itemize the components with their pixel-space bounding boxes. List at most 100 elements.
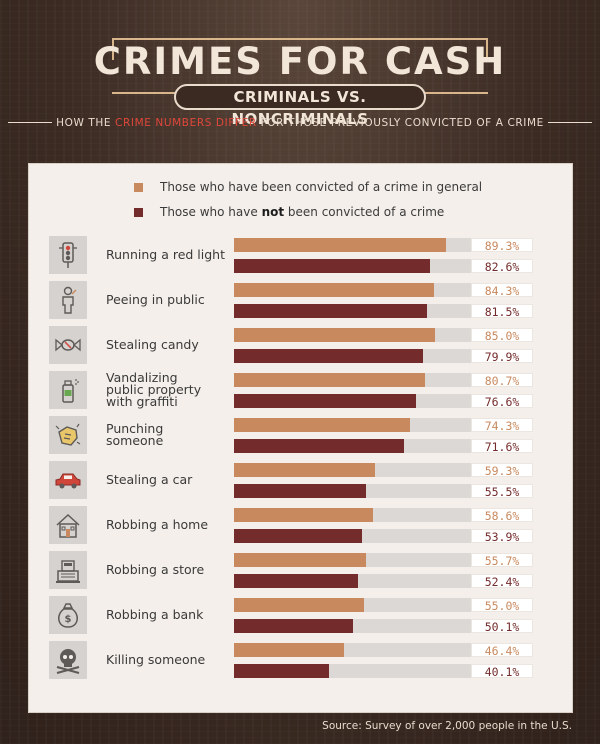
car-icon	[49, 461, 87, 499]
value-label-convicted: 58.6%	[471, 508, 533, 523]
category-label-line: public property	[106, 382, 202, 397]
value-label-not-convicted: 82.6%	[471, 259, 533, 274]
category-label-line: Robbing a bank	[106, 607, 204, 622]
bar-track	[234, 283, 471, 297]
chart-row: Stealing a car 59.3% 55.5%	[0, 461, 600, 501]
bar-not-convicted	[234, 619, 353, 633]
tagline-rule-left	[8, 122, 52, 123]
legend-swatch-not-convicted	[134, 208, 143, 217]
bar-not-convicted	[234, 484, 366, 498]
page-subtitle: CRIMINALS VS. NONCRIMINALS	[174, 84, 426, 128]
tagline-rule-right	[548, 122, 592, 123]
value-label-convicted: 80.7%	[471, 373, 533, 388]
tagline-highlight: CRIME NUMBERS DIFFER	[115, 117, 257, 129]
legend-swatch-convicted	[134, 183, 143, 192]
value-label-convicted: 46.4%	[471, 643, 533, 658]
bar-convicted	[234, 283, 434, 297]
bar-not-convicted	[234, 349, 424, 363]
category-label: Killing someone	[106, 652, 206, 667]
value-label-convicted: 89.3%	[471, 238, 533, 253]
bar-not-convicted	[234, 439, 404, 453]
bar-track	[234, 553, 471, 567]
category-label-line: Stealing candy	[106, 337, 199, 352]
bar-convicted	[234, 418, 411, 432]
bar-track	[234, 304, 471, 318]
value-label-not-convicted: 40.1%	[471, 664, 533, 679]
tagline-post: FOR THOSE PREVIOUSLY CONVICTED OF A CRIM…	[256, 117, 544, 129]
cash-register-icon	[49, 551, 87, 589]
source-note: Source: Survey of over 2,000 people in t…	[322, 720, 572, 732]
bar-track	[234, 439, 471, 453]
legend-text: Those who have	[160, 205, 262, 219]
bar-convicted	[234, 643, 344, 657]
chart-row: Robbing a home 58.6% 53.9%	[0, 506, 600, 546]
category-label: Robbing a home	[106, 517, 209, 532]
category-label-line: Running a red light	[106, 247, 225, 262]
bar-track	[234, 259, 471, 273]
category-label-line: Robbing a home	[106, 517, 209, 532]
category-label: Robbing a bank	[106, 607, 204, 622]
chart-row: Punching someone 74.3% 71.6%	[0, 416, 600, 456]
value-label-convicted: 85.0%	[471, 328, 533, 343]
category-label-line: with graffiti	[106, 394, 178, 409]
category-label: Stealing a car	[106, 472, 193, 487]
category-label-line: Killing someone	[106, 652, 206, 667]
category-label: Peeing in public	[106, 293, 205, 306]
chart-row: Peeing in public 84.3% 81.5%	[0, 281, 600, 321]
bar-convicted	[234, 553, 366, 567]
bar-track	[234, 238, 471, 252]
bar-track	[234, 598, 471, 612]
bar-not-convicted	[234, 304, 428, 318]
bar-track	[234, 463, 471, 477]
bar-convicted	[234, 463, 375, 477]
bar-not-convicted	[234, 394, 416, 408]
fist-icon	[49, 416, 87, 454]
money-bag-icon: $	[49, 596, 87, 634]
bar-not-convicted	[234, 529, 362, 543]
person-icon	[49, 281, 87, 319]
legend-text: Those who have been convicted of a crime…	[160, 180, 483, 194]
bar-convicted	[234, 328, 436, 342]
legend-item-convicted: Those who have been convicted of a crime…	[0, 180, 600, 196]
bar-convicted	[234, 598, 365, 612]
value-label-convicted: 84.3%	[471, 283, 533, 298]
category-label-line: Robbing a store	[106, 562, 205, 577]
bar-not-convicted	[234, 574, 359, 588]
legend-label-not-convicted: Those who have not been convicted of a c…	[160, 205, 444, 219]
house-icon	[49, 506, 87, 544]
bar-not-convicted	[234, 664, 330, 678]
bar-track	[234, 643, 471, 657]
tagline: HOW THE CRIME NUMBERS DIFFER FOR THOSE P…	[0, 117, 600, 129]
value-label-not-convicted: 50.1%	[471, 619, 533, 634]
chart-row: Vandalizing public property with graffiti 8…	[0, 371, 600, 411]
value-label-not-convicted: 53.9%	[471, 529, 533, 544]
bar-track	[234, 574, 471, 588]
bar-track	[234, 418, 471, 432]
page-title: CRIMES FOR CASH	[93, 40, 507, 83]
value-label-not-convicted: 79.9%	[471, 349, 533, 364]
value-label-not-convicted: 76.6%	[471, 394, 533, 409]
bar-convicted	[234, 508, 373, 522]
legend-text: been convicted of a crime	[284, 205, 445, 219]
category-label-line: someone	[106, 433, 164, 448]
category-label: Stealing candy	[106, 337, 199, 352]
bar-track	[234, 373, 471, 387]
value-label-convicted: 55.0%	[471, 598, 533, 613]
legend-item-not-convicted: Those who have not been convicted of a c…	[0, 205, 600, 221]
traffic-light-icon	[49, 236, 87, 274]
category-label-line: Stealing a car	[106, 472, 193, 487]
chart-row: $ Robbing a bank 55.0% 50.1%	[0, 596, 600, 636]
value-label-not-convicted: 52.4%	[471, 574, 533, 589]
bar-track	[234, 529, 471, 543]
bar-track	[234, 394, 471, 408]
chart-row: Running a red light 89.3% 82.6%	[0, 236, 600, 276]
chart-row: Robbing a store 55.7% 52.4%	[0, 551, 600, 591]
legend-label-convicted: Those who have been convicted of a crime…	[160, 180, 482, 194]
value-label-not-convicted: 71.6%	[471, 439, 533, 454]
bar-track	[234, 328, 471, 342]
value-label-convicted: 74.3%	[471, 418, 533, 433]
legend-text-bold: not	[261, 205, 285, 219]
value-label-convicted: 59.3%	[471, 463, 533, 478]
bar-track	[234, 349, 471, 363]
value-label-not-convicted: 81.5%	[471, 304, 533, 319]
